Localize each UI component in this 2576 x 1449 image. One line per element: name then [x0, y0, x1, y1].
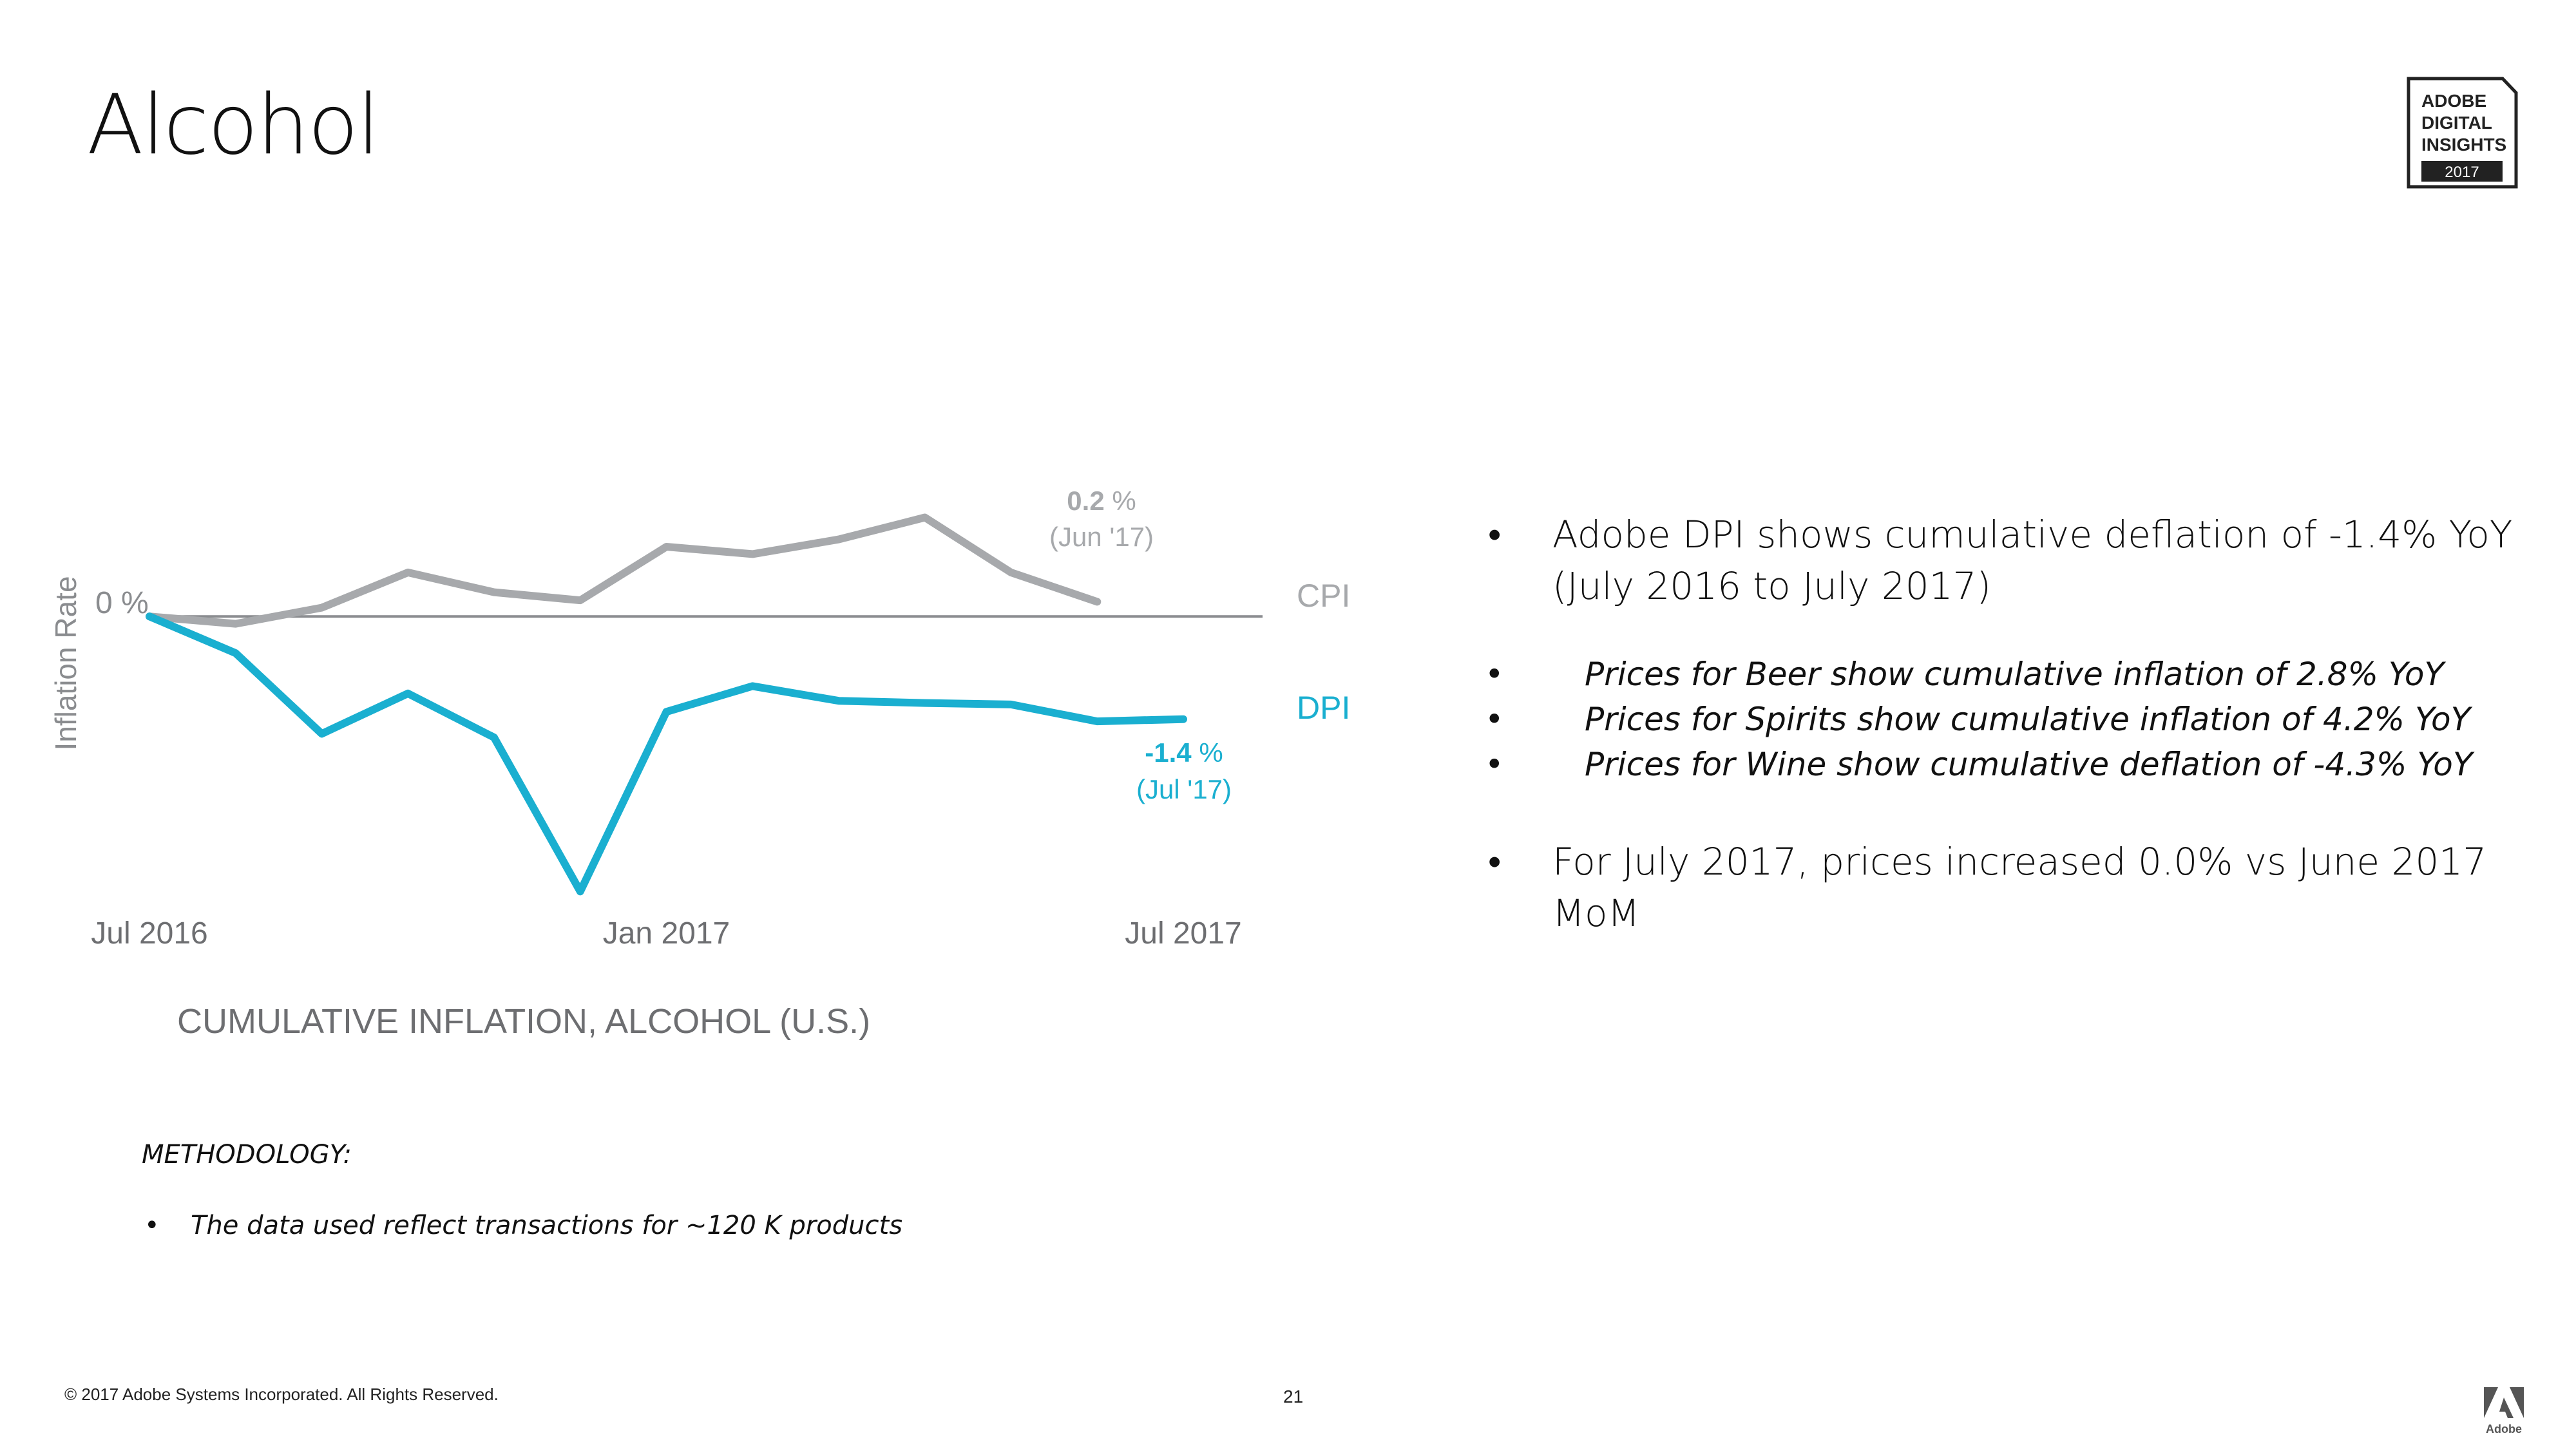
x-tick-label: Jul 2016	[91, 916, 207, 951]
sub-bullet-spirits: Prices for Spirits show cumulative infla…	[1488, 697, 2538, 742]
data-point-cpi-2016-12	[577, 597, 584, 604]
sub-bullet-beer: Prices for Beer show cumulative inflatio…	[1488, 652, 2538, 697]
cpi-end-date: (Jun '17)	[1049, 522, 1154, 552]
data-point-cpi-2017-02	[749, 551, 756, 558]
x-tick-label: Jul 2017	[1125, 916, 1241, 951]
badge-line2: DIGITAL	[2421, 113, 2492, 133]
inflation-line-chart: Inflation Rate 0 % CPI DPI 0.2 % (Jun '1…	[49, 486, 1350, 1041]
legend-dpi: DPI	[1297, 690, 1350, 726]
methodology-list: The data used reflect transactions for ~…	[142, 1211, 902, 1240]
x-axis-ticks: Jul 2016 Jan 2017 Jul 2017	[91, 916, 1241, 951]
data-point-dpi-2017-02	[749, 683, 756, 690]
sub-bullet-wine: Prices for Wine show cumulative deflatio…	[1488, 742, 2538, 787]
data-point-cpi-2017-04	[921, 514, 928, 521]
dpi-end-value-label: -1.4 %	[1145, 737, 1223, 768]
data-point-cpi-2016-10	[405, 569, 412, 576]
badge-line3: INSIGHTS	[2421, 135, 2506, 155]
data-point-dpi-2016-12	[577, 888, 584, 895]
data-point-cpi-2016-09	[318, 604, 325, 611]
data-point-dpi-2017-01	[663, 708, 670, 715]
cpi-end-value: 0.2	[1067, 486, 1104, 516]
copyright-text: © 2017 Adobe Systems Incorporated. All R…	[64, 1385, 499, 1404]
methodology-label: METHODOLOGY:	[142, 1140, 352, 1170]
data-point-dpi-2016-07	[146, 613, 153, 620]
data-point-dpi-2016-08	[232, 650, 239, 657]
data-point-cpi-2017-06	[1094, 598, 1101, 605]
bullet-mom: For July 2017, prices increased 0.0% vs …	[1488, 836, 2538, 939]
dpi-end-unit: %	[1192, 737, 1223, 768]
data-point-dpi-2017-04	[921, 699, 928, 706]
adobe-logo-text: Adobe	[2486, 1423, 2522, 1435]
data-point-cpi-2016-11	[491, 589, 497, 596]
page-number: 21	[1283, 1387, 1304, 1406]
y-axis-label: Inflation Rate	[49, 576, 82, 750]
data-point-cpi-2016-08	[232, 620, 239, 627]
methodology-item: The data used reflect transactions for ~…	[142, 1211, 902, 1240]
data-point-dpi-2017-06	[1094, 718, 1101, 725]
data-point-dpi-2016-11	[491, 734, 497, 741]
cpi-end-value-label: 0.2 %	[1067, 486, 1136, 516]
slide-title: Alcohol	[87, 77, 380, 173]
bullet-dpi-yoy: Adobe DPI shows cumulative deflation of …	[1488, 509, 2538, 612]
badge-line1: ADOBE	[2421, 91, 2486, 111]
adobe-logo: Adobe	[2484, 1387, 2524, 1435]
adobe-digital-insights-badge: ADOBE DIGITAL INSIGHTS 2017	[2407, 77, 2518, 189]
data-point-dpi-2017-05	[1007, 701, 1015, 708]
cpi-end-unit: %	[1105, 486, 1136, 516]
badge-year: 2017	[2445, 164, 2479, 181]
dpi-end-value: -1.4	[1145, 737, 1192, 768]
data-point-dpi-2017-07	[1180, 715, 1187, 723]
category-sub-bullets: Prices for Beer show cumulative inflatio…	[1488, 652, 2538, 787]
data-point-cpi-2017-05	[1007, 569, 1015, 576]
data-point-cpi-2017-03	[835, 536, 842, 543]
data-point-dpi-2016-10	[405, 690, 412, 697]
sub-bullet-group: Prices for Beer show cumulative inflatio…	[1488, 652, 2538, 787]
dpi-end-date: (Jul '17)	[1136, 774, 1232, 804]
data-point-cpi-2017-01	[663, 544, 670, 551]
legend-cpi: CPI	[1297, 578, 1350, 614]
series-line-dpi	[146, 612, 1187, 896]
insight-bullets: Adobe DPI shows cumulative deflation of …	[1488, 509, 2538, 939]
series-line-cpi	[146, 513, 1102, 628]
zero-label: 0 %	[95, 586, 149, 620]
data-point-dpi-2017-03	[835, 697, 842, 705]
chart-title: CUMULATIVE INFLATION, ALCOHOL (U.S.)	[177, 1002, 870, 1041]
x-tick-label: Jan 2017	[603, 916, 730, 951]
data-point-dpi-2016-09	[318, 730, 325, 737]
